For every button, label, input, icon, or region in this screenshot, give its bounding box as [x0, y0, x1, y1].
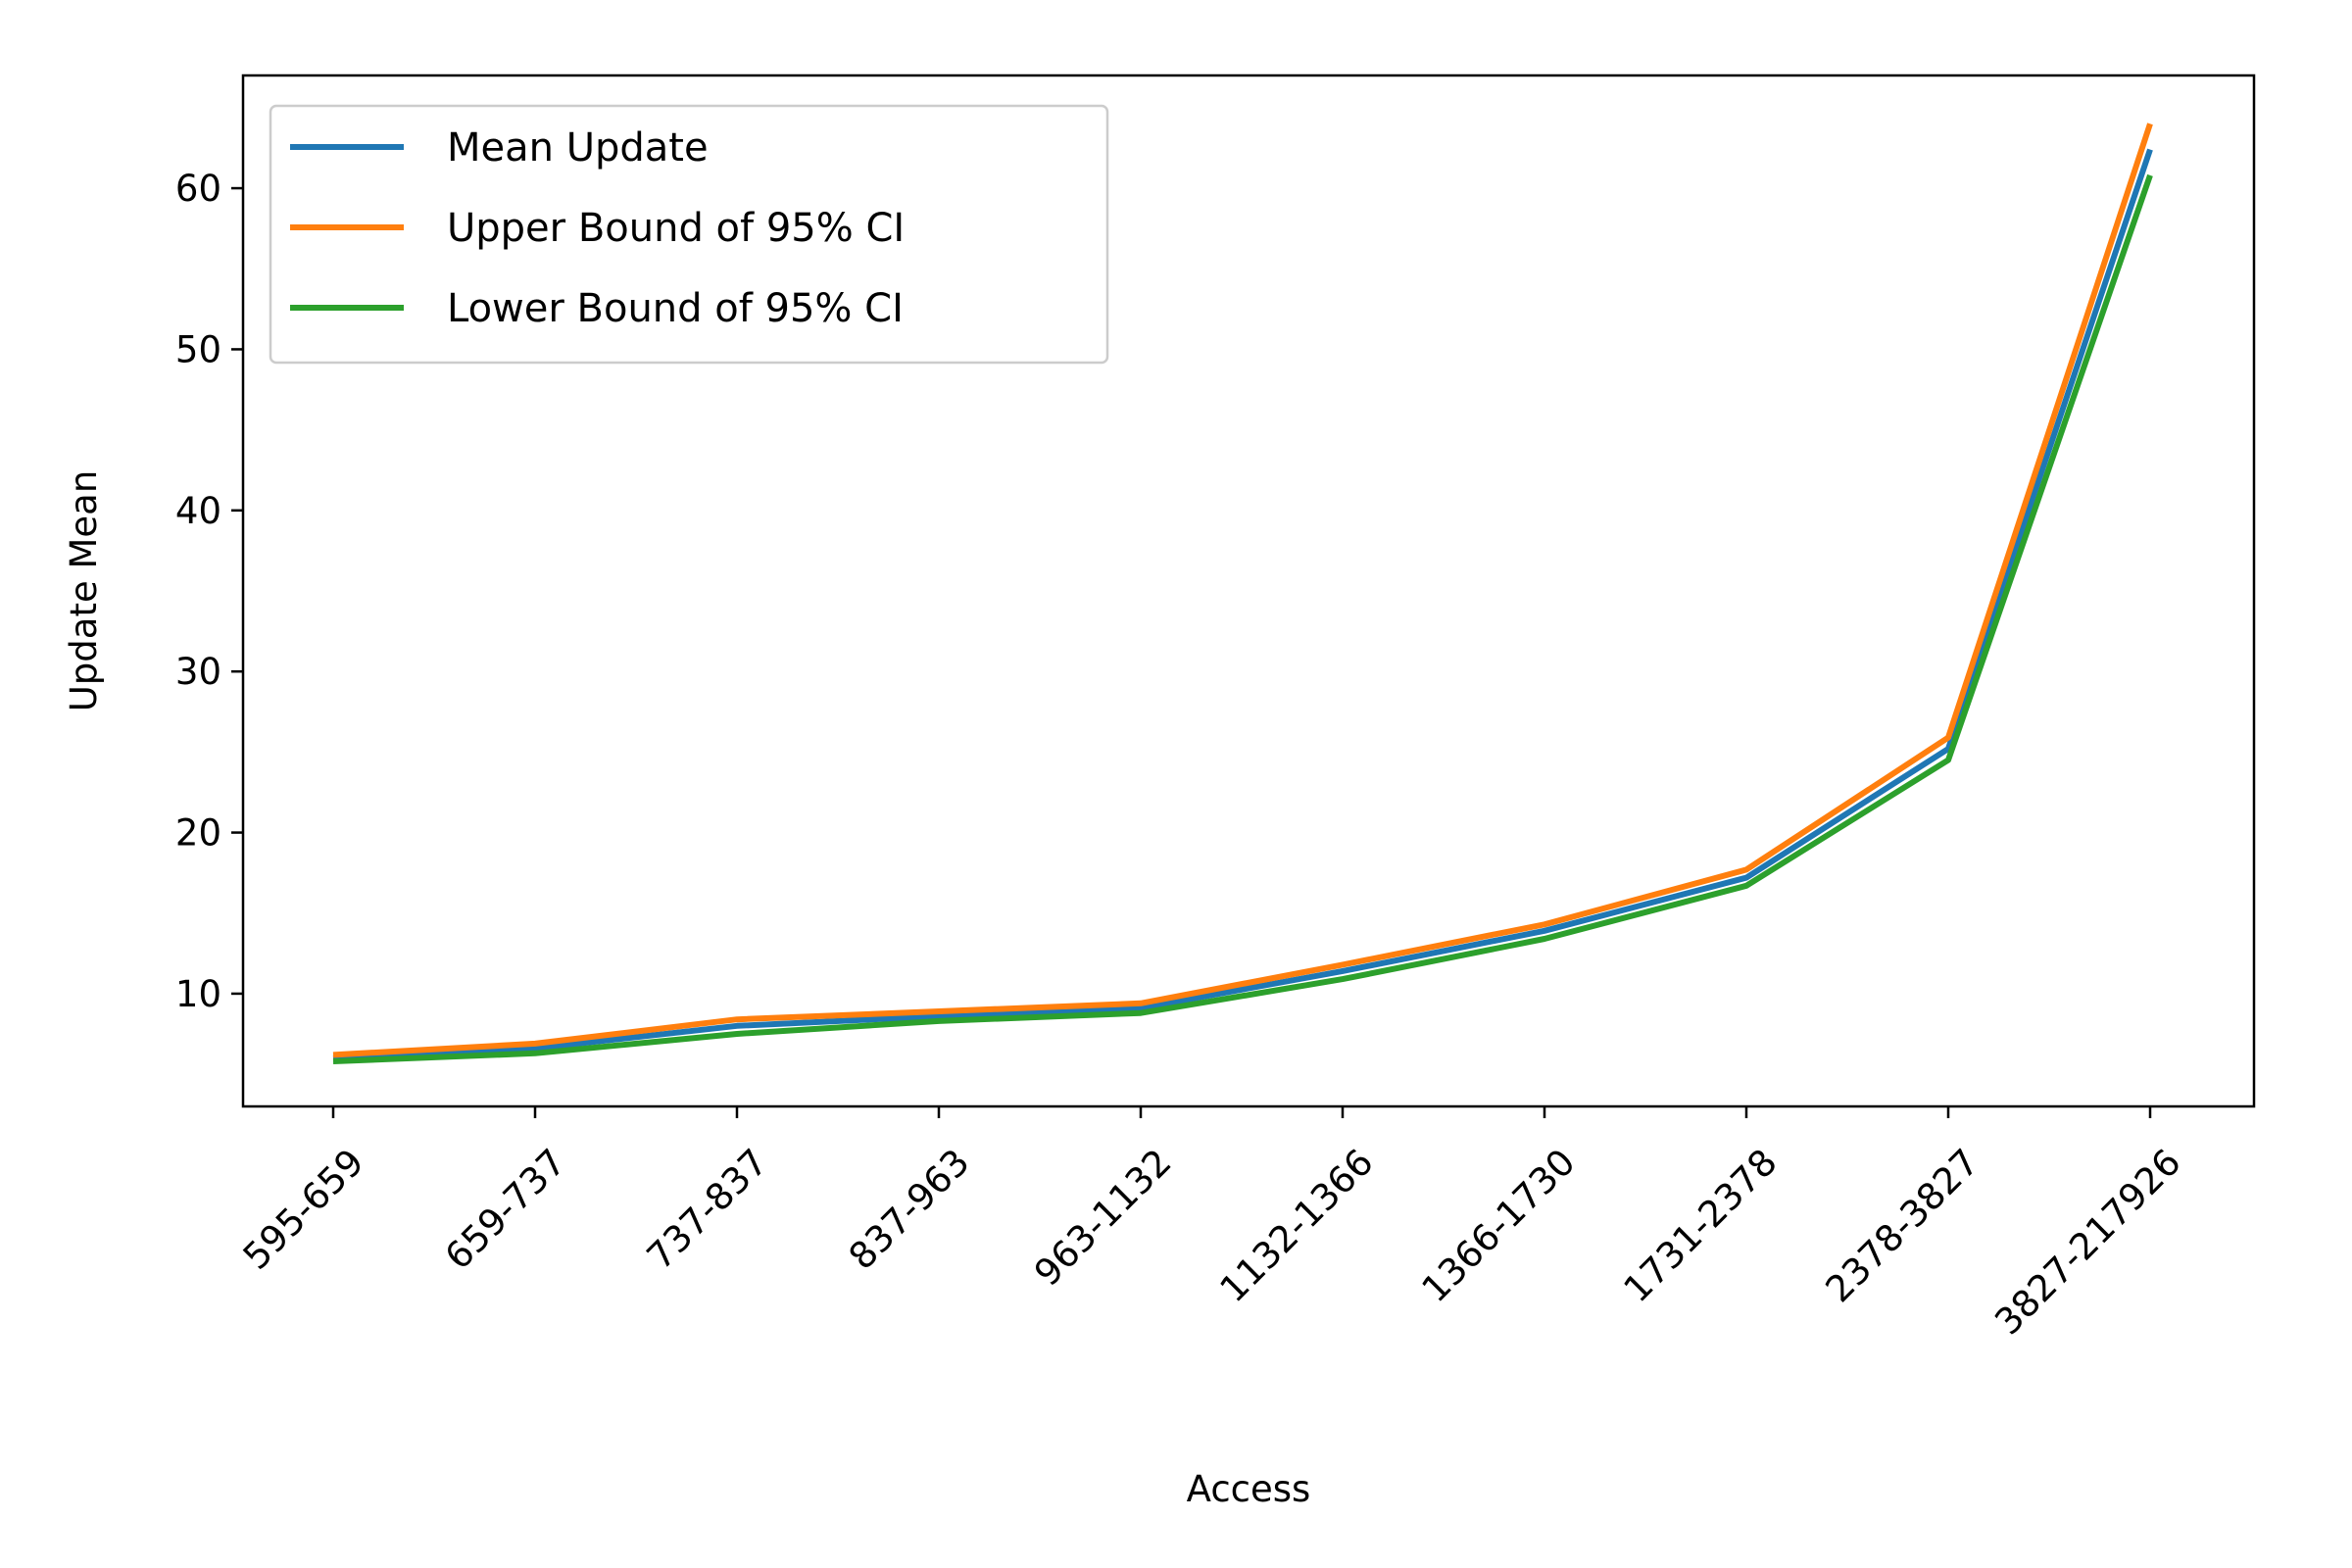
- y-tick-label: 60: [175, 168, 221, 210]
- series-line-2: [332, 173, 2153, 1064]
- legend: Mean Update Upper Bound of 95% CI Lower Bo…: [269, 104, 1109, 365]
- legend-entry-label: Upper Bound of 95% CI: [447, 206, 905, 251]
- y-tick-label: 50: [175, 328, 221, 370]
- legend-entry-label: Mean Update: [447, 125, 709, 171]
- legend-entry-label: Lower Bound of 95% CI: [447, 286, 904, 331]
- y-axis: 10 20 30 40 50 60: [175, 168, 243, 1015]
- x-axis-label: Access: [1187, 1468, 1311, 1510]
- plot-frame: [241, 74, 2256, 1108]
- y-axis-label: Update Mean: [63, 470, 105, 712]
- legend-box: [269, 104, 1109, 365]
- y-tick-label: 10: [175, 973, 221, 1015]
- y-tick-label: 30: [175, 651, 221, 693]
- series-line-0: [332, 148, 2153, 1061]
- y-tick-label: 40: [175, 490, 221, 532]
- series-layer: [332, 122, 2153, 1064]
- series-line-1: [332, 122, 2153, 1058]
- y-tick-label: 20: [175, 812, 221, 855]
